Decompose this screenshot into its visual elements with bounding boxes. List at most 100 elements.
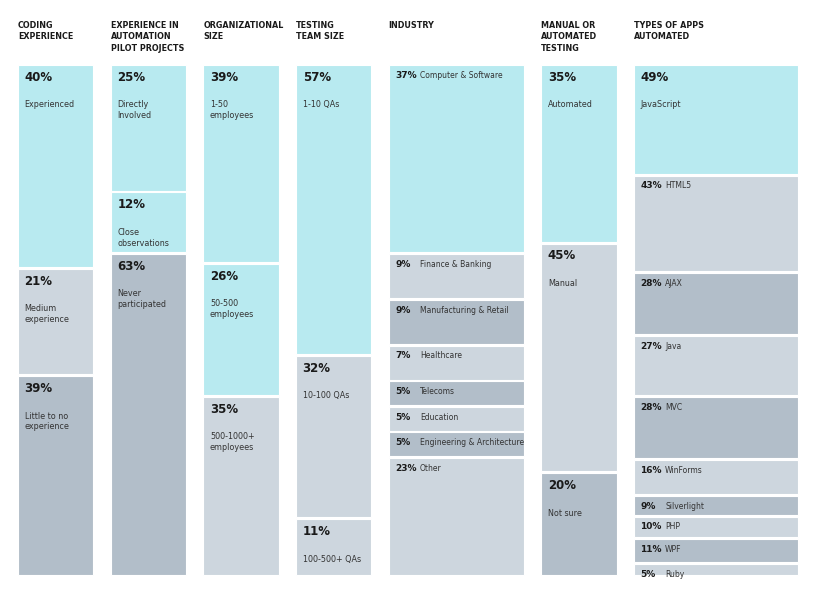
Bar	[388, 65, 523, 252]
Text: Java: Java	[664, 342, 681, 351]
Bar	[18, 65, 93, 267]
Text: 9%: 9%	[640, 502, 655, 511]
Text: 10-100 QAs: 10-100 QAs	[302, 391, 349, 400]
Text: 35%: 35%	[210, 402, 238, 415]
Text: 11%: 11%	[640, 545, 661, 554]
Text: 12%: 12%	[117, 198, 145, 211]
Text: 5%: 5%	[395, 387, 410, 396]
Text: Manufacturing & Retail: Manufacturing & Retail	[419, 306, 508, 314]
Text: 63%: 63%	[117, 260, 145, 273]
Text: 25%: 25%	[117, 71, 145, 84]
Text: 57%: 57%	[302, 71, 330, 84]
Text: Manual: Manual	[547, 279, 577, 288]
Text: HTML5: HTML5	[664, 182, 690, 191]
Text: Never
participated: Never participated	[117, 289, 166, 309]
Text: WinForms: WinForms	[664, 466, 702, 475]
Text: TESTING
TEAM SIZE: TESTING TEAM SIZE	[296, 21, 344, 41]
Bar	[633, 336, 797, 395]
Text: 500-1000+
employees: 500-1000+ employees	[210, 432, 254, 452]
Bar	[203, 65, 278, 262]
Text: WPF: WPF	[664, 545, 681, 554]
Text: EXPERIENCE IN
AUTOMATION
PILOT PROJECTS: EXPERIENCE IN AUTOMATION PILOT PROJECTS	[111, 21, 183, 53]
Text: 39%: 39%	[210, 71, 238, 84]
Text: Close
observations: Close observations	[117, 228, 169, 248]
Text: INDUSTRY: INDUSTRY	[388, 21, 434, 30]
Text: 39%: 39%	[25, 382, 52, 395]
Bar	[18, 376, 93, 575]
Text: MANUAL OR
AUTOMATED
TESTING: MANUAL OR AUTOMATED TESTING	[541, 21, 596, 53]
Text: 100-500+ QAs: 100-500+ QAs	[302, 555, 360, 563]
Bar	[111, 65, 186, 191]
Bar	[388, 458, 523, 575]
Text: Education: Education	[419, 413, 458, 422]
Bar	[388, 300, 523, 344]
Text: 37%: 37%	[395, 71, 416, 80]
Bar	[541, 473, 616, 575]
Text: Little to no
experience: Little to no experience	[25, 412, 70, 431]
Text: 35%: 35%	[547, 71, 575, 84]
Text: Automated: Automated	[547, 100, 592, 109]
Text: 26%: 26%	[210, 270, 238, 283]
Text: 16%: 16%	[640, 466, 661, 475]
Bar	[111, 254, 186, 575]
Text: JavaScript: JavaScript	[640, 100, 680, 109]
Bar	[296, 519, 371, 575]
Bar	[633, 516, 797, 537]
Bar	[633, 460, 797, 494]
Text: TYPES OF APPS
AUTOMATED: TYPES OF APPS AUTOMATED	[633, 21, 703, 41]
Bar	[18, 269, 93, 375]
Text: 7%: 7%	[395, 352, 410, 360]
Bar	[388, 254, 523, 298]
Text: Not sure: Not sure	[547, 509, 581, 517]
Text: Medium
experience: Medium experience	[25, 304, 70, 324]
Text: MVC: MVC	[664, 403, 681, 412]
Text: 40%: 40%	[25, 71, 52, 84]
Text: Computer & Software: Computer & Software	[419, 71, 502, 80]
Text: Healthcare: Healthcare	[419, 352, 461, 360]
Text: CODING
EXPERIENCE: CODING EXPERIENCE	[18, 21, 73, 41]
Bar	[388, 407, 523, 431]
Text: Telecoms: Telecoms	[419, 387, 455, 396]
Bar	[633, 273, 797, 334]
Text: 9%: 9%	[395, 306, 410, 314]
Text: 28%: 28%	[640, 403, 661, 412]
Text: 45%: 45%	[547, 250, 575, 263]
Text: 43%: 43%	[640, 182, 661, 191]
Text: PHP: PHP	[664, 522, 679, 532]
Text: 5%: 5%	[640, 570, 655, 579]
Text: 20%: 20%	[547, 479, 575, 492]
Text: Other: Other	[419, 464, 441, 473]
Text: 23%: 23%	[395, 464, 416, 473]
Text: 1-50
employees: 1-50 employees	[210, 100, 254, 120]
Text: 21%: 21%	[25, 275, 52, 288]
Bar	[541, 244, 616, 471]
Bar	[296, 356, 371, 517]
Text: Silverlight: Silverlight	[664, 502, 704, 511]
Bar	[633, 539, 797, 562]
Text: 1-10 QAs: 1-10 QAs	[302, 100, 338, 109]
Bar	[633, 176, 797, 271]
Text: Ruby: Ruby	[664, 570, 683, 579]
Text: 28%: 28%	[640, 278, 661, 287]
Bar	[388, 346, 523, 379]
Text: ORGANIZATIONAL
SIZE: ORGANIZATIONAL SIZE	[203, 21, 283, 41]
Bar	[203, 264, 278, 395]
Text: 27%: 27%	[640, 342, 661, 351]
Text: AJAX: AJAX	[664, 278, 682, 287]
Text: 50-500
employees: 50-500 employees	[210, 299, 254, 319]
Bar	[296, 65, 371, 354]
Bar	[633, 65, 797, 174]
Text: 10%: 10%	[640, 522, 661, 532]
Bar	[633, 397, 797, 458]
Text: 11%: 11%	[302, 525, 330, 538]
Bar	[388, 432, 523, 456]
Text: 32%: 32%	[302, 362, 330, 375]
Bar	[388, 381, 523, 405]
Bar	[633, 496, 797, 514]
Bar	[541, 65, 616, 242]
Text: Finance & Banking: Finance & Banking	[419, 260, 491, 268]
Text: 5%: 5%	[395, 438, 410, 447]
Text: 5%: 5%	[395, 413, 410, 422]
Text: Experienced: Experienced	[25, 100, 75, 109]
Text: 49%: 49%	[640, 71, 667, 84]
